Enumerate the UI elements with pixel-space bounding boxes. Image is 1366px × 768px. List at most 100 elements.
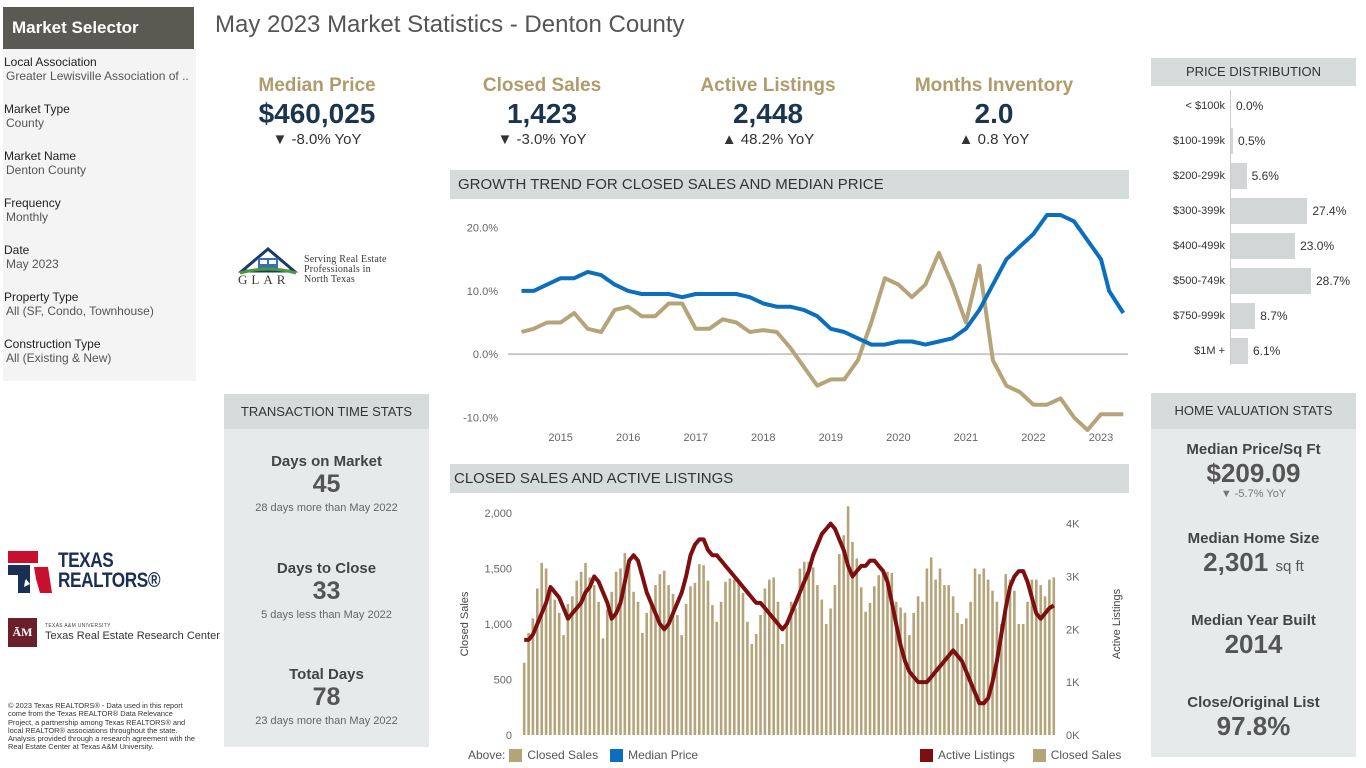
kpi-closed-sales: Closed Sales 1,423 ▼ -3.0% YoY [432,75,652,148]
filter-local-association[interactable]: Local Association Greater Lewisville Ass… [4,55,189,83]
filter-value[interactable]: Greater Lewisville Association of .. [6,69,189,83]
bar-closed-sales [921,601,924,735]
filter-date[interactable]: Date May 2023 [4,243,59,271]
kpi-label: Closed Sales [482,75,602,96]
bar-closed-sales [960,624,964,735]
filter-frequency[interactable]: Frequency Monthly [4,196,61,224]
bar-closed-sales [522,662,526,735]
bar-closed-sales [798,568,802,735]
y2-tick-label: 0K [1066,730,1080,742]
legend-swatch-closed-sales [509,748,523,762]
y-tick-label: 1,000 [484,619,512,631]
bar-closed-sales [1000,624,1003,735]
bar-closed-sales [649,601,653,735]
texas-realtors-logo: TEXAS REALTORS® [8,549,161,595]
price-bucket-label: $100-199k [1173,135,1225,147]
bar-closed-sales [750,644,754,735]
glar-tagline-1: Serving Real Estate [304,254,387,265]
bar-closed-sales [1017,624,1021,735]
bar-closed-sales [592,585,596,735]
bar-closed-sales [929,557,933,735]
texas-realtors-icon [8,551,52,593]
y-tick-label: 10.0% [467,286,498,298]
bar-closed-sales [886,571,889,735]
price-bucket-bar [1231,338,1248,364]
bar-closed-sales [772,577,775,735]
stat-value: 78 [312,683,341,711]
bar-closed-sales [824,624,828,735]
filter-property-type[interactable]: Property Type All (SF, Condo, Townhouse) [4,290,154,318]
bar-closed-sales [864,611,867,735]
filter-value[interactable]: Denton County [6,163,87,177]
close-original-list: Close/Original List 97.8% [1151,694,1356,741]
bar-closed-sales [768,579,771,735]
home-valuation-header: HOME VALUATION STATS [1151,393,1356,429]
median-price-sqft: Median Price/Sq Ft $209.09 ▼ -5.7% YoY [1151,441,1356,500]
bar-closed-sales [667,585,670,735]
bar-closed-sales [693,582,697,735]
x-tick-label: 2015 [548,432,572,444]
price-bucket-row: $750-999k 8.7% [1151,303,1361,329]
bar-closed-sales [803,561,806,735]
bar-closed-sales [632,591,635,735]
filter-value[interactable]: County [6,116,45,130]
filter-label: Market Name [4,149,77,163]
bar-closed-sales [715,621,719,735]
filter-label: Construction Type [4,337,101,351]
stat-note: 5 days less than May 2022 [261,609,392,621]
bar-closed-sales [1043,596,1047,736]
bar-closed-sales [746,621,749,735]
y2-tick-label: 2K [1066,624,1080,636]
filter-label: Market Type [4,102,70,116]
bar-closed-sales [733,579,736,735]
total-days: Total Days 78 23 days more than May 2022 [224,666,429,727]
bar-closed-sales [1052,577,1056,735]
series-line-closed-sales [520,250,1124,432]
bar-closed-sales [719,601,723,735]
y2-tick-label: 1K [1066,677,1080,689]
filter-label: Property Type [4,290,79,304]
filter-value[interactable]: May 2023 [6,257,59,271]
kpi-change: ▲ 0.8 YoY [958,131,1030,148]
bar-closed-sales [956,612,959,735]
stat-value: $209.09 [1206,458,1301,488]
bar-closed-sales [868,602,872,735]
filter-value[interactable]: All (Existing & New) [6,351,112,365]
bar-closed-sales [711,605,714,735]
price-bucket-bar [1231,163,1247,189]
bar-closed-sales [627,560,631,735]
bar-closed-sales [925,568,929,735]
bar-closed-sales [579,571,583,735]
filter-market-name[interactable]: Market Name Denton County [4,149,86,177]
x-tick-label: 2017 [683,432,707,444]
kpi-value: 2.0 [974,98,1014,129]
price-bucket-bar [1231,233,1296,259]
price-bucket-label: $1M + [1194,345,1225,357]
bar-closed-sales [899,607,902,735]
x-tick-label: 2022 [1021,432,1045,444]
bar-closed-sales [820,599,824,735]
bar-closed-sales [781,644,784,735]
filter-market-type[interactable]: Market Type County [4,102,70,130]
bar-closed-sales [982,568,986,735]
x-tick-label: 2019 [819,432,843,444]
texas-realtors-wordmark: TEXAS REALTORS® [58,549,161,592]
filter-value[interactable]: All (SF, Condo, Townhouse) [6,304,154,318]
filter-value[interactable]: Monthly [6,210,49,224]
filter-construction-type[interactable]: Construction Type All (Existing & New) [4,337,111,365]
page-title: May 2023 Market Statistics - Denton Coun… [215,11,685,38]
bar-closed-sales [654,585,657,735]
bar-closed-sales [584,562,587,735]
bar-closed-sales [1026,601,1029,735]
kpi-label: Active Listings [700,75,836,96]
bar-closed-sales [947,585,950,735]
kpi-label: Median Price [258,75,376,96]
legend-closed-sales: Closed Sales [527,748,599,762]
closed-sales-active-listings-chart: 2,000 1,500 1,000 500 0 4K 3K 2K 1K 0K Closed Sale… [459,506,1123,742]
bar-closed-sales [623,553,627,735]
x-tick-label: 2016 [616,432,640,444]
bar-closed-sales [676,615,679,735]
price-bucket-value: 0.5% [1238,134,1266,148]
bar-closed-sales [544,568,548,735]
market-selector-header: Market Selector [3,7,194,49]
